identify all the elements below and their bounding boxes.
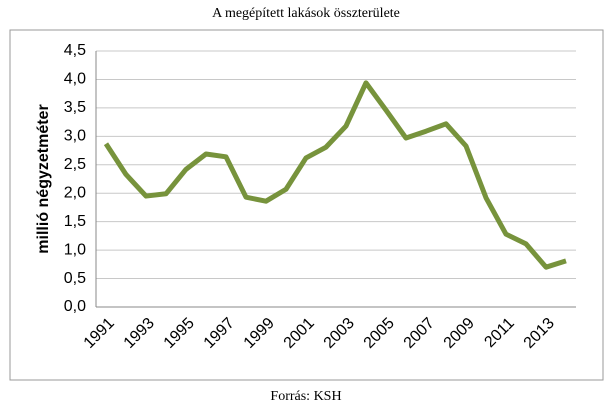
y-tick-label: 2,5: [64, 156, 86, 173]
y-tick-label: 3,5: [64, 99, 86, 116]
y-tick-label: 1,5: [64, 213, 86, 230]
y-tick-label: 0,5: [64, 270, 86, 287]
y-tick-label: 4,5: [64, 42, 86, 59]
source: Forrás: KSH: [270, 389, 341, 404]
y-tick-label: 0,0: [64, 298, 86, 315]
y-tick-label: 3,0: [64, 128, 86, 145]
line-series: [103, 80, 567, 270]
y-tick-label: 4,0: [64, 71, 86, 88]
y-tick-label: 2,0: [64, 184, 86, 201]
y-axis-label: millió négyzetméter: [35, 104, 52, 253]
chart-title: A megépített lakások összterülete: [212, 6, 400, 21]
y-tick-label: 1,0: [64, 241, 86, 258]
chart-frame: [9, 29, 604, 381]
